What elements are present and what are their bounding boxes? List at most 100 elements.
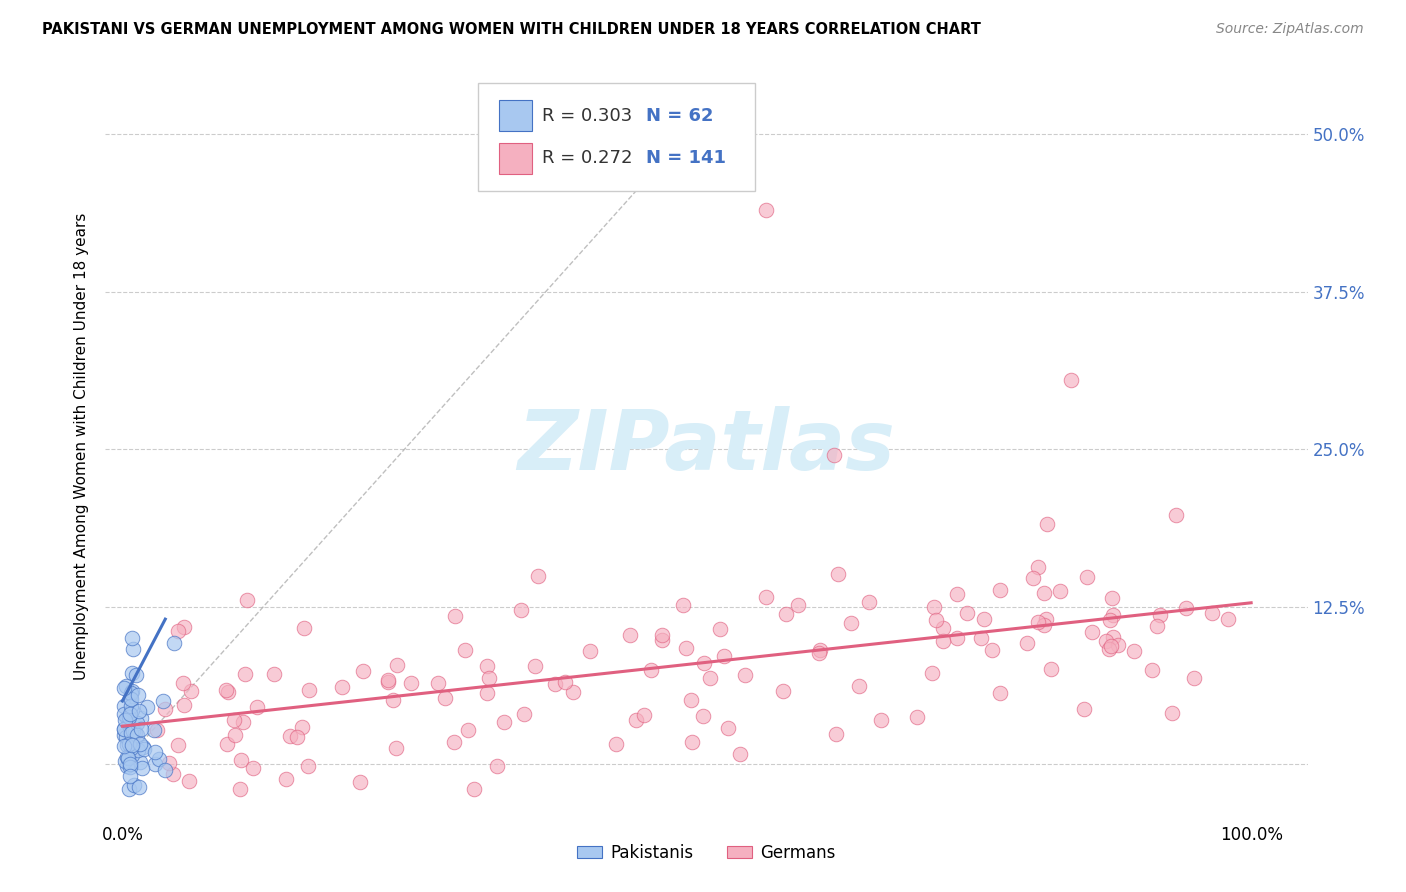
Point: [352, 664, 374, 678]
Point: [112, 722, 135, 736]
Point: [114, 754, 136, 768]
Point: [1081, 625, 1104, 640]
Point: [444, 608, 467, 623]
Point: [1049, 583, 1071, 598]
Point: [118, 707, 141, 722]
Point: [242, 761, 264, 775]
Point: [118, 781, 141, 796]
Point: [1026, 559, 1049, 574]
Point: [848, 679, 870, 693]
Point: [292, 621, 315, 635]
Point: [121, 748, 143, 763]
Point: [114, 730, 136, 744]
Point: [152, 694, 174, 708]
Text: PAKISTANI VS GERMAN UNEMPLOYMENT AMONG WOMEN WITH CHILDREN UNDER 18 YEARS CORREL: PAKISTANI VS GERMAN UNEMPLOYMENT AMONG W…: [42, 22, 981, 37]
Point: [1146, 619, 1168, 633]
Point: [121, 641, 143, 656]
Point: [561, 685, 583, 699]
Point: [1033, 586, 1056, 600]
Point: [1033, 617, 1056, 632]
Point: [1036, 516, 1059, 531]
Point: [1059, 373, 1081, 387]
Point: [162, 767, 184, 781]
Point: [579, 644, 602, 658]
Point: [125, 667, 148, 681]
Point: [118, 769, 141, 783]
Point: [786, 598, 808, 612]
Point: [115, 711, 138, 725]
Point: [297, 759, 319, 773]
Point: [128, 756, 150, 770]
Point: [117, 738, 139, 752]
Point: [970, 631, 993, 645]
Point: [624, 713, 647, 727]
Point: [1095, 634, 1118, 648]
Point: [988, 583, 1011, 598]
Point: [129, 710, 152, 724]
Point: [717, 721, 740, 735]
Point: [980, 642, 1002, 657]
Point: [114, 713, 136, 727]
Point: [377, 675, 399, 690]
Point: [278, 729, 301, 743]
Point: [128, 737, 150, 751]
Point: [291, 721, 314, 735]
Point: [651, 628, 673, 642]
Point: [692, 709, 714, 723]
Point: [870, 714, 893, 728]
Point: [827, 567, 849, 582]
Point: [120, 690, 142, 705]
Point: [1142, 664, 1164, 678]
Point: [115, 759, 138, 773]
Point: [121, 665, 143, 680]
Point: [180, 683, 202, 698]
Point: [1098, 613, 1121, 627]
Point: [148, 751, 170, 765]
Point: [1039, 662, 1062, 676]
Point: [127, 716, 149, 731]
Point: [297, 682, 319, 697]
Point: [117, 710, 139, 724]
Point: [1101, 591, 1123, 606]
Point: [730, 747, 752, 762]
Point: [112, 706, 135, 721]
Point: [1099, 639, 1122, 653]
Point: [988, 685, 1011, 699]
Point: [143, 745, 166, 759]
Point: [153, 763, 176, 777]
Point: [120, 725, 142, 739]
Point: [120, 741, 142, 756]
Point: [233, 667, 256, 681]
Point: [118, 756, 141, 771]
Point: [755, 590, 778, 604]
Point: [1035, 611, 1057, 625]
Point: [544, 677, 567, 691]
Point: [229, 782, 252, 797]
Point: [775, 607, 797, 622]
Point: [112, 739, 135, 754]
Point: [217, 737, 239, 751]
Point: [224, 728, 246, 742]
Point: [177, 774, 200, 789]
Point: [285, 730, 308, 744]
Point: [477, 686, 499, 700]
Point: [120, 691, 142, 706]
Point: [457, 723, 479, 737]
Point: [699, 672, 721, 686]
Point: [222, 713, 245, 727]
Point: [1201, 606, 1223, 620]
Point: [772, 683, 794, 698]
Point: [143, 723, 166, 738]
Point: [1216, 612, 1239, 626]
Point: [387, 658, 409, 673]
Point: [492, 715, 515, 730]
Point: [905, 710, 928, 724]
Bar: [499, 100, 533, 131]
Point: [173, 620, 195, 634]
Point: [143, 757, 166, 772]
Point: [554, 674, 576, 689]
Point: [127, 742, 149, 756]
Point: [672, 598, 695, 612]
Point: [921, 665, 943, 680]
Point: [1149, 608, 1171, 623]
